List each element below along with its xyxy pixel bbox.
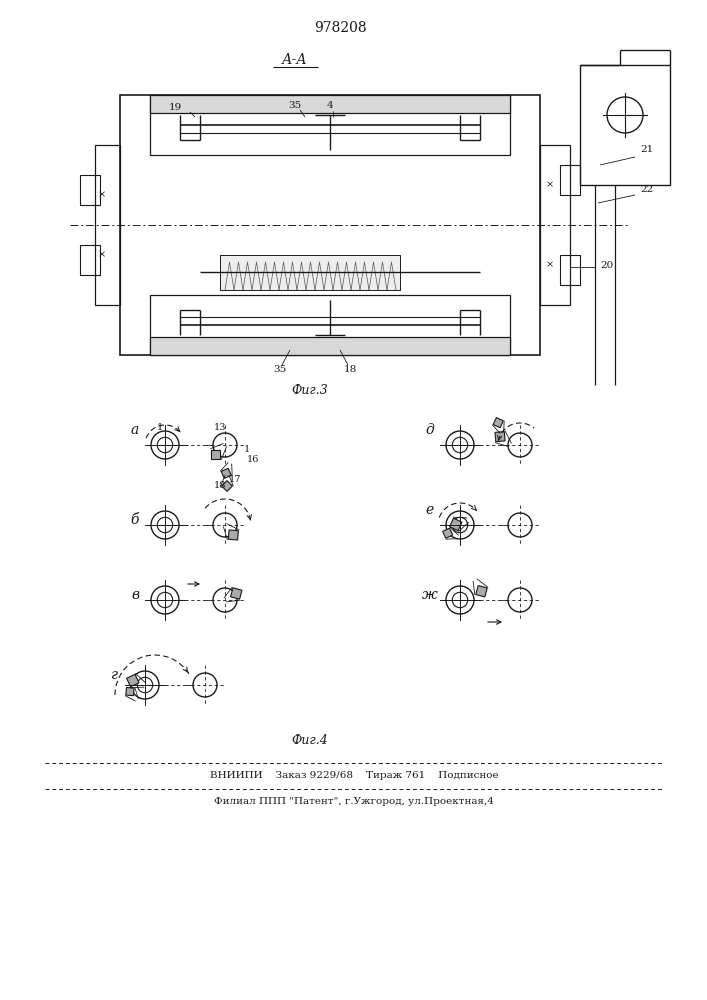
Text: ж: ж — [422, 588, 438, 602]
Bar — [220, 255, 400, 290]
Text: 21: 21 — [640, 145, 653, 154]
Text: ×: × — [98, 250, 106, 259]
Text: в: в — [131, 588, 139, 602]
Bar — [580, 65, 670, 185]
Polygon shape — [443, 528, 452, 538]
Text: 17: 17 — [229, 476, 241, 485]
Text: 16: 16 — [247, 456, 259, 464]
Text: д: д — [426, 423, 434, 437]
Polygon shape — [127, 674, 139, 687]
Polygon shape — [228, 530, 238, 540]
Text: 1: 1 — [157, 422, 163, 432]
Text: ×: × — [546, 180, 554, 190]
Polygon shape — [211, 450, 221, 459]
Polygon shape — [450, 518, 462, 531]
Text: Фиг.4: Фиг.4 — [291, 734, 328, 746]
Text: б: б — [131, 513, 139, 527]
Text: 4: 4 — [327, 101, 333, 109]
Bar — [150, 295, 510, 355]
Polygon shape — [495, 432, 505, 442]
Text: 978208: 978208 — [314, 21, 366, 35]
Polygon shape — [493, 418, 503, 428]
Text: 35: 35 — [274, 365, 286, 374]
Text: 18: 18 — [344, 365, 356, 374]
Text: 35: 35 — [288, 101, 302, 109]
Bar — [560, 165, 580, 195]
Bar — [560, 255, 580, 285]
Polygon shape — [476, 586, 487, 597]
Text: Филиал ППП "Патент", г.Ужгород, ул.Проектная,4: Филиал ППП "Патент", г.Ужгород, ул.Проек… — [214, 796, 494, 806]
Bar — [150, 337, 510, 355]
Text: 1: 1 — [244, 446, 250, 454]
Text: 20: 20 — [600, 260, 613, 269]
Bar — [80, 175, 100, 205]
Bar — [150, 95, 510, 155]
Bar — [150, 95, 510, 113]
Text: А-А: А-А — [282, 53, 308, 67]
Bar — [95, 145, 120, 305]
Text: 19: 19 — [168, 103, 182, 111]
Polygon shape — [221, 468, 231, 478]
Bar — [540, 145, 570, 305]
Bar — [120, 95, 540, 355]
Polygon shape — [230, 588, 242, 599]
Text: г: г — [112, 668, 119, 682]
Text: а: а — [131, 423, 139, 437]
Polygon shape — [126, 687, 134, 696]
Text: ×: × — [98, 190, 106, 200]
Text: е: е — [426, 503, 434, 517]
Polygon shape — [221, 481, 233, 491]
Text: ×: × — [546, 260, 554, 269]
Text: 22: 22 — [640, 186, 653, 194]
Text: 18: 18 — [214, 481, 226, 489]
Bar — [80, 245, 100, 275]
Text: ВНИИПИ    Заказ 9229/68    Тираж 761    Подписное: ВНИИПИ Заказ 9229/68 Тираж 761 Подписное — [210, 772, 498, 780]
Text: Фиг.3: Фиг.3 — [291, 383, 328, 396]
Text: 13: 13 — [214, 422, 226, 432]
